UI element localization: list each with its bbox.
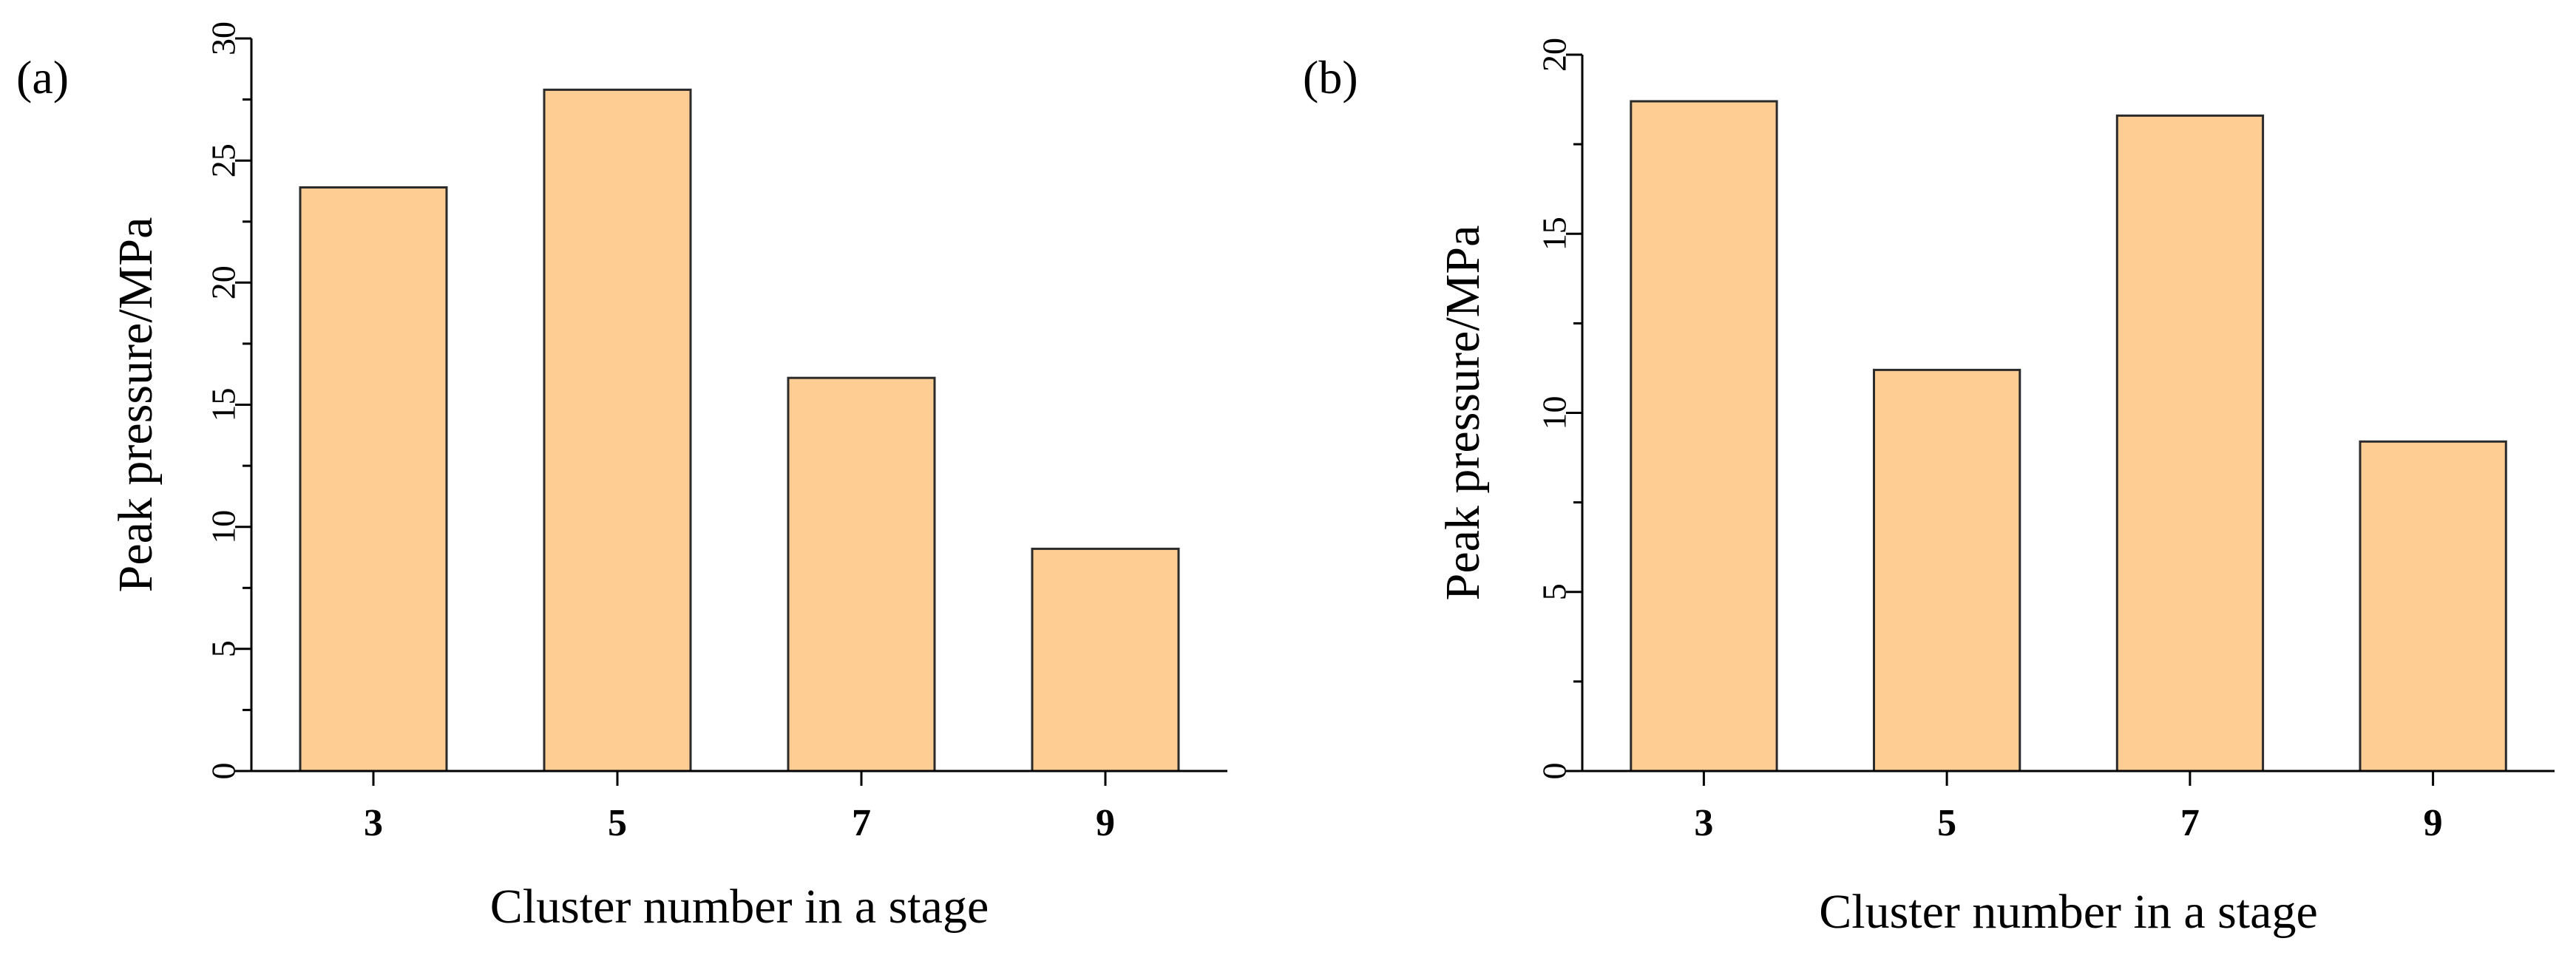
panel-a-y-tick-label: 15	[205, 388, 243, 422]
panel-a-y-tick-label: 20	[205, 265, 243, 299]
panel-b-y-tick-label: 20	[1536, 38, 1573, 72]
panel-b: (b) 0 5 10 15 20 3 5 7 9 Peak pressure/MPa Clus…	[1303, 38, 2555, 939]
panel-a-y-tick-label: 30	[205, 21, 243, 55]
panel-b-bar-9	[2359, 440, 2507, 772]
panel-b-bars	[1630, 100, 2507, 772]
panel-b-bar-5	[1873, 368, 2021, 772]
panel-a-y-tick-label: 0	[205, 763, 243, 780]
panel-a-category-label: 9	[1096, 802, 1115, 844]
panel-b-category-label: 3	[1694, 802, 1713, 844]
panel-b-bar-3	[1630, 100, 1778, 772]
panel-a-y-ticks: 0 5 10 15 20 25 30	[205, 21, 251, 780]
panel-a-bar-7	[787, 376, 936, 772]
panel-b-xlabel: Cluster number in a stage	[1819, 885, 2318, 939]
panel-a-category-label: 7	[852, 802, 871, 844]
panel-a-x-ticks: 3 5 7 9	[364, 771, 1115, 844]
panel-b-y-tick-label: 5	[1536, 583, 1573, 600]
panel-a-bar-3	[299, 186, 448, 772]
panel-b-category-label: 7	[2180, 802, 2200, 844]
panel-b-y-tick-label: 0	[1536, 763, 1573, 780]
panel-b-category-label: 5	[1937, 802, 1956, 844]
panel-a-y-tick-label: 25	[205, 143, 243, 177]
panel-a-y-tick-label: 10	[205, 510, 243, 544]
panel-b-x-ticks: 3 5 7 9	[1694, 771, 2443, 844]
panel-a-bars	[299, 88, 1180, 772]
panel-a-category-label: 3	[364, 802, 383, 844]
panel-b-ylabel: Peak pressure/MPa	[1436, 225, 1490, 601]
panel-b-y-tick-label: 15	[1536, 217, 1573, 251]
panel-a-bar-5	[543, 88, 692, 772]
panel-a-category-label: 5	[608, 802, 627, 844]
panel-a-ylabel: Peak pressure/MPa	[109, 217, 163, 593]
panel-b-y-ticks: 0 5 10 15 20	[1536, 38, 1582, 780]
panel-b-category-label: 9	[2424, 802, 2443, 844]
panel-b-bar-7	[2115, 114, 2265, 772]
panel-b-y-tick-label: 10	[1536, 396, 1573, 430]
panel-a-bar-9	[1031, 547, 1180, 772]
panel-a-y-tick-label: 5	[205, 640, 243, 657]
panel-b-label: (b)	[1303, 51, 1358, 103]
panel-a-xlabel: Cluster number in a stage	[490, 880, 989, 934]
panel-a-label: (a)	[16, 51, 69, 103]
